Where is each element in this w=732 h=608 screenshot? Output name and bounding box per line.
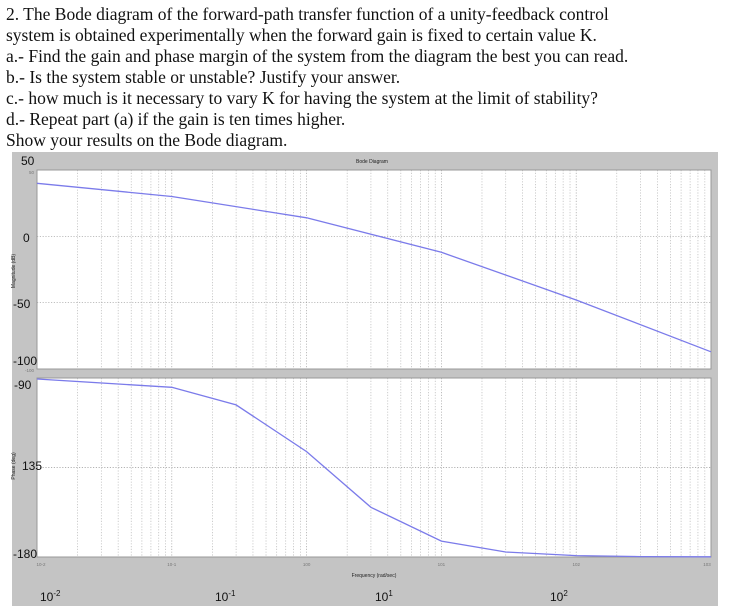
phase-axis-label: Phase (deg) — [11, 452, 17, 480]
problem-line: 2. The Bode diagram of the forward-path … — [6, 4, 609, 24]
phase-tick-label: 135 — [22, 459, 42, 473]
x-tick-label-large: 102 — [550, 589, 568, 604]
mag-tick-label: 50 — [21, 154, 35, 168]
magnitude-grid — [37, 170, 711, 369]
x-tick-label-small: 102 — [572, 562, 580, 567]
x-tick-label-small: 100 — [303, 562, 311, 567]
magnitude-panel-bg — [37, 170, 711, 369]
mag-tick-label: 0 — [23, 231, 30, 245]
x-tick-label-small: 10-2 — [36, 562, 46, 567]
mag-tick-label: -100 — [13, 354, 37, 368]
mag-tick-label-small: -100 — [25, 368, 35, 373]
x-tick-label-small: 103 — [703, 562, 711, 567]
mag-tick-label: -50 — [13, 297, 31, 311]
magnitude-panel-border — [36, 169, 712, 370]
x-tick-label-large: 10-2 — [40, 589, 61, 604]
phase-tick-label: -180 — [13, 547, 37, 561]
phase-grid — [37, 378, 711, 557]
mag-tick-label-small: 50 — [29, 170, 35, 175]
problem-line: system is obtained experimentally when t… — [6, 25, 597, 45]
problem-line: Show your results on the Bode diagram. — [6, 130, 288, 150]
phase-curve — [36, 378, 712, 558]
magnitude-axis-label: Magnitude (dB) — [11, 254, 17, 289]
x-tick-label-large: 101 — [375, 589, 393, 604]
x-axis-label: Frequency (rad/sec) — [352, 573, 397, 579]
x-tick-label-small: 101 — [438, 562, 446, 567]
phase-tick-label: -90 — [14, 378, 32, 392]
chart-title: Bode Diagram — [356, 159, 388, 165]
problem-line: d.- Repeat part (a) if the gain is ten t… — [6, 109, 346, 129]
x-tick-labels-large: 10-2 10-1 101 102 — [40, 589, 568, 604]
magnitude-curve — [36, 182, 712, 353]
x-tick-label-large: 10-1 — [215, 589, 236, 604]
x-tick-label-small: 10-1 — [167, 562, 177, 567]
phase-panel-border — [36, 377, 712, 558]
x-tick-labels-small: 10-2 10-1 100 101 102 103 — [36, 562, 711, 567]
problem-line: c.- how much is it necessary to vary K f… — [6, 88, 598, 108]
problem-line: a.- Find the gain and phase margin of th… — [6, 46, 629, 66]
problem-statement: 2. The Bode diagram of the forward-path … — [6, 4, 730, 151]
problem-line: b.- Is the system stable or unstable? Ju… — [6, 67, 401, 87]
